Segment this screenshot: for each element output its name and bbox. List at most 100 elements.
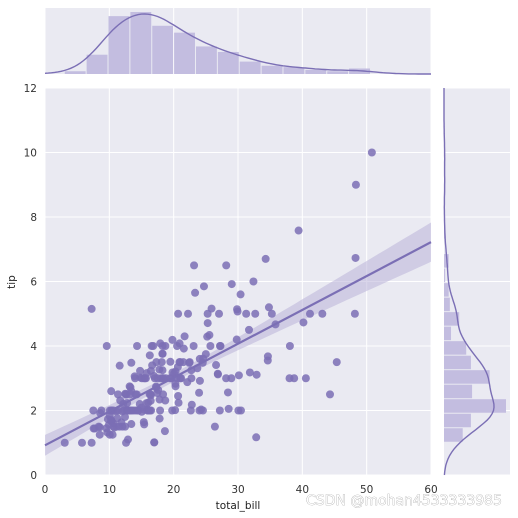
data-point: [195, 376, 204, 385]
histogram-bar-x: [217, 51, 239, 74]
histogram-bar-y: [444, 384, 473, 399]
data-point: [301, 374, 310, 383]
data-point: [95, 423, 104, 432]
data-point: [367, 148, 376, 157]
data-point: [127, 358, 136, 367]
histogram-bar-y: [444, 413, 471, 428]
histogram-bar-x: [108, 16, 130, 75]
data-point: [299, 318, 308, 327]
data-point: [161, 342, 170, 350]
histogram-bar-x: [239, 61, 261, 74]
histogram-bar-y: [444, 399, 506, 413]
data-point: [146, 391, 155, 400]
right-marginal-kde-line: [443, 88, 495, 476]
data-point: [245, 325, 254, 334]
data-point: [290, 374, 299, 383]
top-marginal-histogram: [64, 12, 370, 75]
histogram-bar-y: [444, 326, 452, 341]
data-point: [168, 335, 177, 344]
x-axis-ticks: 0 10 20 30 40 50 60: [42, 484, 438, 496]
x-tick-label: 10: [103, 484, 116, 496]
data-point: [294, 226, 303, 235]
data-point: [171, 406, 180, 415]
data-point: [232, 335, 241, 344]
histogram-bar-y: [444, 312, 460, 326]
data-point: [177, 374, 186, 383]
data-point: [205, 331, 214, 340]
data-point: [245, 368, 254, 377]
y-tick-label: 12: [24, 83, 37, 95]
data-point: [133, 342, 142, 350]
y-tick-label: 0: [30, 470, 37, 482]
x-axis-label: total_bill: [216, 500, 261, 512]
data-point: [166, 357, 175, 366]
watermark-text: CSDN @mohan4533333985: [306, 493, 502, 509]
y-tick-label: 6: [30, 277, 37, 289]
data-point: [223, 388, 232, 397]
data-point: [233, 307, 242, 316]
data-point: [227, 374, 236, 383]
data-point: [351, 180, 360, 189]
data-point: [184, 309, 193, 318]
histogram-bar-y: [444, 268, 446, 283]
data-point: [77, 438, 86, 447]
data-point: [212, 361, 221, 370]
data-point: [95, 430, 104, 439]
data-point: [179, 344, 188, 353]
histogram-bar-x: [86, 54, 108, 74]
data-point: [120, 412, 129, 421]
histogram-bar-y: [444, 428, 463, 442]
regression-line: [44, 241, 432, 447]
y-tick-label: 10: [24, 148, 37, 160]
data-point: [123, 435, 132, 444]
x-tick-label: 20: [167, 484, 180, 496]
data-point: [215, 406, 224, 415]
data-point: [107, 387, 116, 396]
y-axis-label: tip: [6, 275, 18, 289]
data-point: [263, 352, 272, 361]
data-point: [332, 358, 341, 367]
data-point: [127, 420, 136, 429]
histogram-bar-x: [261, 65, 283, 74]
data-point: [210, 422, 219, 431]
data-point: [145, 351, 154, 360]
data-point: [158, 366, 167, 375]
y-tick-label: 2: [30, 406, 37, 418]
data-point: [108, 430, 117, 439]
data-point: [249, 277, 258, 286]
data-point: [60, 438, 69, 447]
histogram-bar-x: [174, 32, 195, 74]
data-point: [318, 309, 327, 318]
data-point: [136, 366, 145, 375]
data-point: [159, 390, 168, 399]
data-point: [201, 350, 210, 359]
data-point: [213, 370, 222, 379]
data-point: [222, 261, 231, 270]
right-marginal-histogram: [444, 152, 506, 442]
data-point: [87, 304, 96, 313]
data-point: [216, 342, 225, 350]
histogram-bar-y: [444, 283, 449, 297]
data-point: [351, 253, 360, 262]
data-point: [140, 420, 149, 429]
data-point: [187, 400, 196, 409]
data-point: [234, 371, 243, 380]
data-point: [305, 309, 314, 318]
data-point: [97, 406, 106, 415]
data-point: [155, 414, 164, 423]
data-point: [236, 406, 245, 415]
histogram-bar-x: [130, 12, 152, 74]
data-point: [199, 282, 208, 291]
data-point: [147, 406, 156, 415]
y-tick-label: 4: [30, 341, 37, 353]
data-point: [102, 342, 111, 350]
data-point: [174, 309, 183, 318]
data-point: [267, 309, 276, 318]
y-axis-ticks: 0 2 4 6 8 10 12: [24, 83, 38, 482]
data-point: [285, 342, 294, 350]
data-point: [174, 391, 183, 400]
data-point: [179, 358, 188, 367]
data-point: [252, 433, 261, 442]
x-tick-label: 60: [424, 484, 437, 496]
